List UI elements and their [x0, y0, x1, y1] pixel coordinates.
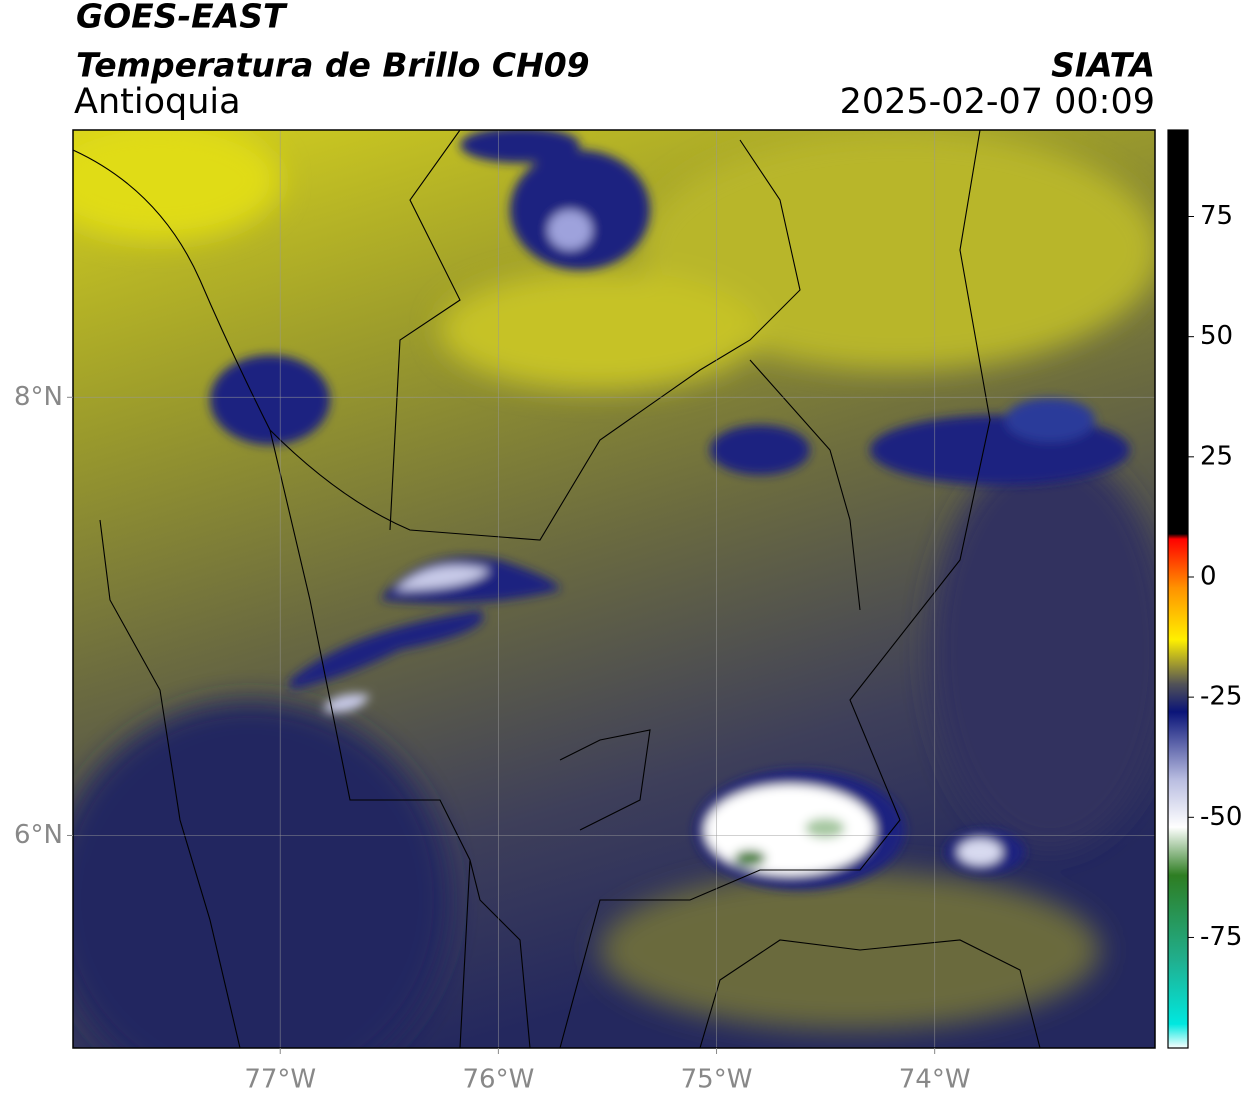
colorbar-segment [1168, 682, 1188, 713]
colorbar-tick-label: 75 [1200, 201, 1233, 231]
colorbar-tick-label: -50 [1200, 802, 1242, 832]
colorbar-segment [1168, 778, 1188, 828]
colorbar-segment [1168, 130, 1188, 535]
title: GOES-EAST [76, 0, 288, 36]
colorbar-segment [1168, 538, 1188, 588]
colorbar-tick-label: -25 [1200, 682, 1242, 712]
datetime: 2025-02-07 00:09 [840, 82, 1155, 122]
colorbar-segment [1168, 711, 1188, 780]
colorbar-segment [1168, 826, 1188, 876]
y-tick-label: 8°N [14, 382, 63, 412]
x-tick-label: 76°W [462, 1065, 534, 1095]
x-tick-label: 75°W [681, 1065, 753, 1095]
subtitle: Temperatura de Brillo CH09 [76, 46, 590, 85]
source: SIATA [1051, 46, 1155, 85]
colorbar-tick-label: 0 [1200, 561, 1217, 591]
satellite-image [73, 130, 1155, 1048]
colorbar-segment [1168, 874, 1188, 962]
colorbar-segment [1168, 961, 1188, 1025]
colorbar-frame [1167, 129, 1189, 1049]
colorbar-tick-label: -75 [1200, 922, 1242, 952]
colorbar-segment [1168, 639, 1188, 684]
x-tick-label: 77°W [244, 1065, 316, 1095]
y-tick-label: 6°N [14, 820, 63, 850]
colorbar-segment [1168, 1023, 1188, 1049]
region: Antioquia [74, 82, 241, 122]
map-frame [72, 129, 1156, 1049]
colorbar-tick-label: 50 [1200, 321, 1233, 351]
x-tick-label: 74°W [899, 1065, 971, 1095]
colorbar-segment [1168, 533, 1188, 540]
colorbar-segment [1168, 586, 1188, 640]
colorbar-tick-label: 25 [1200, 441, 1233, 471]
